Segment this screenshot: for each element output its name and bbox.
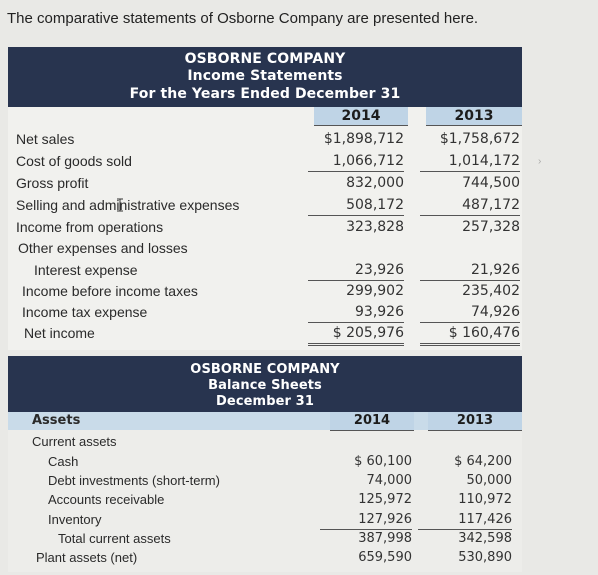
row-income-before-taxes: Income before income taxes 299,902 235,4… (8, 281, 522, 301)
value-2013: 21,926 (420, 260, 520, 281)
row-interest-expense: Interest expense 23,926 21,926 (8, 260, 522, 281)
value-2013: 487,172 (420, 195, 520, 216)
value-2014: 299,902 (346, 283, 404, 299)
column-2013: 2013 (426, 107, 522, 126)
statement-period: For the Years Ended December 31 (129, 86, 401, 102)
statement-date: December 31 (216, 394, 314, 409)
row-other-expenses: Other expenses and losses (8, 238, 522, 258)
row-label: Gross profit (16, 175, 89, 191)
value-2013: $ 160,476 (420, 323, 520, 346)
text-cursor-icon (117, 198, 123, 212)
row-label: Income tax expense (22, 304, 148, 320)
value-2014: 508,172 (308, 195, 404, 216)
value-2014: 323,828 (346, 219, 404, 235)
value-2014: 93,926 (308, 302, 404, 323)
row-label: Income from operations (16, 219, 164, 235)
row-net-income: Net income $ 205,976 $ 160,476 (8, 323, 522, 346)
column-2014: 2014 (330, 412, 414, 431)
row-label: Interest expense (34, 262, 138, 278)
income-statement-header: OSBORNE COMPANY Income Statements For th… (8, 47, 522, 107)
row-label: Income before income taxes (22, 283, 198, 299)
income-statement: OSBORNE COMPANY Income Statements For th… (8, 47, 522, 350)
value-2014: $1,898,712 (323, 131, 404, 147)
row-income-operations: Income from operations 323,828 257,328 (8, 217, 522, 237)
row-label: Total current assets (58, 531, 171, 546)
value-2013: 235,402 (462, 283, 520, 299)
value-2014: 74,000 (366, 473, 413, 488)
company-name: OSBORNE COMPANY (190, 362, 340, 377)
value-2014: 125,972 (358, 492, 412, 507)
statement-title: Income Statements (187, 68, 343, 84)
row-label: Selling and administrative expenses (16, 197, 240, 213)
row-label: Plant assets (net) (36, 550, 138, 565)
value-2013: $ 64,200 (454, 454, 512, 469)
value-2014: 832,000 (346, 175, 404, 191)
row-selling-admin: Selling and administrative expenses 508,… (8, 195, 522, 216)
row-accounts-receivable: Accounts receivable 125,972 110,972 (8, 490, 522, 509)
value-2013: 744,500 (462, 175, 520, 191)
column-2013: 2013 (428, 412, 522, 431)
row-current-assets: Current assets (8, 432, 522, 451)
value-2013: 50,000 (466, 473, 513, 488)
row-label: Current assets (32, 434, 117, 449)
intro-text: The comparative statements of Osborne Co… (7, 10, 479, 27)
value-2013: 74,926 (420, 302, 520, 323)
row-inventory: Inventory 127,926 117,426 (8, 510, 522, 530)
company-name: OSBORNE COMPANY (184, 51, 346, 67)
value-2013: 257,328 (462, 219, 520, 235)
row-total-current-assets: Total current assets 387,998 342,598 (8, 529, 522, 548)
value-2013: 117,426 (418, 510, 512, 530)
row-label: Cost of goods sold (16, 153, 132, 169)
value-2014: 1,066,712 (308, 151, 404, 172)
row-label: Debt investments (short-term) (48, 473, 220, 488)
balance-sheet-header: OSBORNE COMPANY Balance Sheets December … (8, 356, 522, 412)
value-2013: 530,890 (458, 550, 512, 565)
scroll-marker-icon: › (538, 156, 542, 167)
row-label: Cash (48, 454, 79, 469)
row-plant-assets: Plant assets (net) 659,590 530,890 (8, 548, 522, 567)
row-debt-investments: Debt investments (short-term) 74,000 50,… (8, 471, 522, 490)
value-2014: 127,926 (320, 510, 412, 530)
assets-label: Assets (32, 413, 81, 428)
value-2013: 1,014,172 (420, 151, 520, 172)
row-label: Accounts receivable (48, 492, 165, 507)
row-label: Net sales (16, 131, 75, 147)
row-label: Net income (24, 325, 95, 341)
value-2013: 110,972 (458, 492, 512, 507)
row-label: Other expenses and losses (18, 240, 188, 256)
value-2014: 23,926 (308, 260, 404, 281)
row-cash: Cash $ 60,100 $ 64,200 (8, 452, 522, 471)
value-2014: 387,998 (358, 531, 412, 546)
value-2014: $ 205,976 (308, 323, 404, 346)
value-2014: $ 60,100 (354, 454, 412, 469)
row-net-sales: Net sales $1,898,712 $1,758,672 (8, 129, 522, 149)
column-2014: 2014 (314, 107, 408, 126)
row-income-tax: Income tax expense 93,926 74,926 (8, 302, 522, 323)
row-cogs: Cost of goods sold 1,066,712 1,014,172 (8, 151, 522, 172)
statement-title: Balance Sheets (208, 378, 322, 393)
value-2013: $1,758,672 (439, 131, 520, 147)
value-2014: 659,590 (358, 550, 412, 565)
row-gross-profit: Gross profit 832,000 744,500 (8, 173, 522, 193)
value-2013: 342,598 (458, 531, 512, 546)
balance-sheet: OSBORNE COMPANY Balance Sheets December … (8, 356, 522, 572)
row-label: Inventory (48, 512, 102, 527)
